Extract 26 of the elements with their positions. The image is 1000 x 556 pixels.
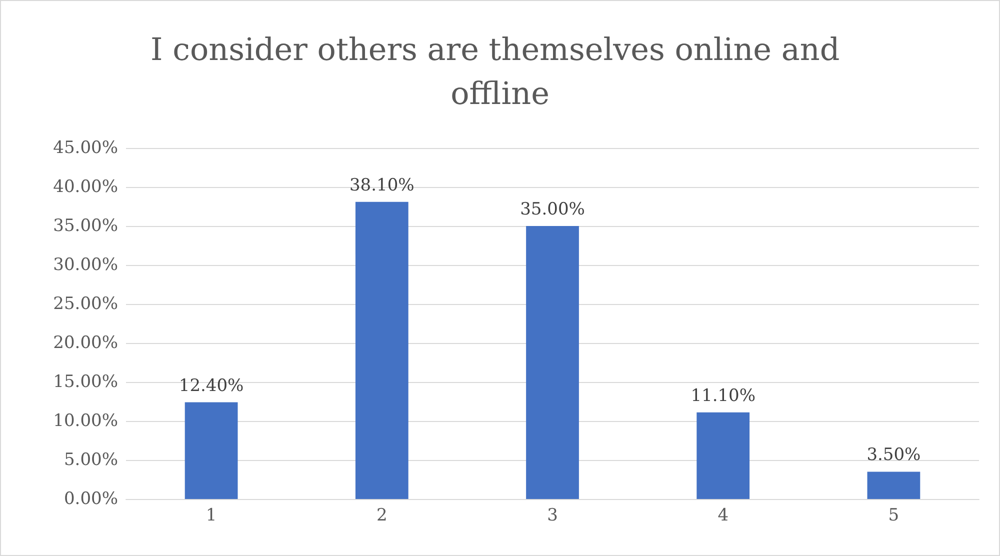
y-tick-label: 45.00% — [53, 138, 118, 158]
bar — [867, 472, 920, 499]
y-tick-label: 5.00% — [64, 450, 118, 470]
data-label: 38.10% — [349, 175, 414, 196]
data-label: 3.50% — [866, 445, 921, 466]
y-tick-label: 15.00% — [53, 372, 118, 392]
x-tick-label: 2 — [376, 506, 388, 526]
x-tick-label: 5 — [888, 506, 900, 526]
y-tick-label: 35.00% — [53, 216, 118, 236]
y-tick-label: 30.00% — [53, 255, 118, 275]
bar — [184, 402, 238, 499]
y-tick-label: 0.00% — [64, 489, 118, 509]
bar — [355, 202, 408, 499]
x-tick-label: 1 — [206, 506, 217, 526]
chart-title: I consider others are themselves online and offline — [150, 32, 850, 112]
y-tick-label: 25.00% — [53, 294, 118, 314]
bar — [526, 226, 579, 499]
data-label: 35.00% — [520, 200, 585, 220]
x-tick-label: 3 — [547, 506, 558, 526]
x-tick-label: 4 — [718, 506, 729, 526]
data-label: 12.40% — [178, 376, 244, 396]
bar — [696, 412, 750, 499]
data-label: 11.10% — [690, 386, 756, 406]
y-tick-label: 20.00% — [53, 333, 118, 353]
y-tick-label: 40.00% — [53, 177, 118, 197]
y-tick-label: 10.00% — [53, 411, 118, 431]
